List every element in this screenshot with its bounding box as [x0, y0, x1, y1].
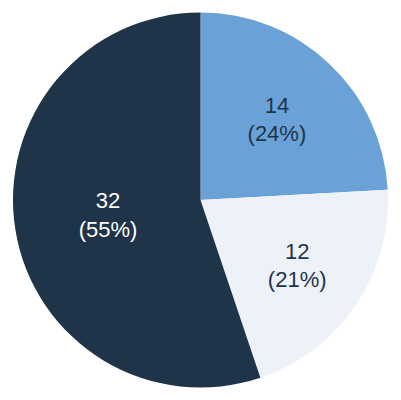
- svg-text:12(21%): 12(21%): [268, 239, 327, 293]
- svg-text:14(24%): 14(24%): [248, 93, 307, 147]
- svg-text:32(55%): 32(55%): [79, 188, 138, 242]
